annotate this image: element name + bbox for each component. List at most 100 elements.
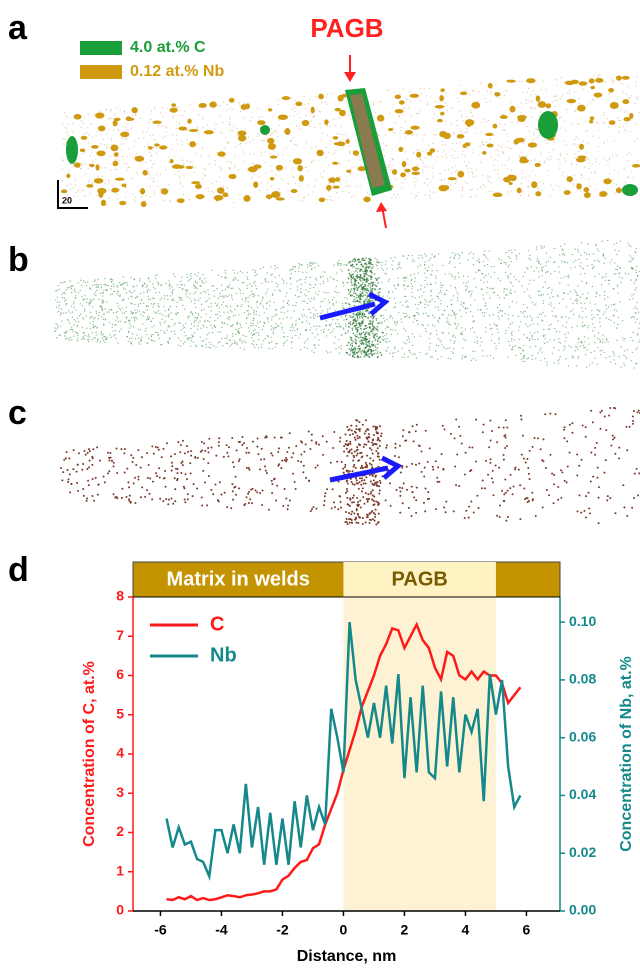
atom: [504, 298, 505, 299]
atom: [528, 283, 529, 284]
atom: [73, 290, 74, 291]
atom: [277, 325, 278, 326]
atom: [253, 320, 254, 321]
atom: [357, 300, 359, 302]
atom: [360, 280, 362, 282]
atom: [279, 318, 280, 319]
atom: [539, 291, 540, 292]
atom: [112, 279, 113, 280]
atom: [635, 322, 636, 323]
atom: [536, 246, 537, 247]
atom: [283, 283, 284, 284]
nb-cluster: [333, 186, 340, 189]
atom: [608, 283, 609, 284]
atom: [193, 341, 194, 342]
atom: [320, 173, 321, 174]
atom: [271, 133, 272, 134]
atom: [83, 332, 84, 333]
atom: [405, 178, 406, 179]
atom: [240, 293, 241, 294]
atom: [283, 336, 284, 337]
atom: [201, 281, 202, 282]
atom: [420, 159, 421, 160]
atom: [134, 320, 135, 321]
atom: [149, 317, 150, 318]
atom: [123, 283, 124, 284]
atom: [375, 264, 376, 265]
atom: [531, 317, 532, 318]
atom: [625, 356, 626, 357]
atom: [267, 182, 268, 183]
atom: [571, 104, 572, 105]
nb-cluster: [346, 170, 351, 173]
atom: [139, 138, 140, 139]
atom: [156, 152, 157, 153]
atom: [280, 312, 281, 313]
atom: [260, 459, 262, 461]
atom: [491, 156, 492, 157]
atom: [480, 309, 481, 310]
atom: [510, 292, 511, 293]
atom: [126, 307, 127, 308]
atom: [272, 295, 273, 296]
atom: [434, 113, 435, 114]
atom: [539, 314, 540, 315]
atom: [364, 285, 366, 287]
atom: [622, 337, 623, 338]
atom: [273, 329, 274, 330]
atom: [624, 350, 625, 351]
atom: [154, 303, 155, 304]
atom: [80, 303, 81, 304]
nb-cluster: [485, 133, 493, 136]
atom: [539, 161, 540, 162]
atom: [82, 153, 83, 154]
atom: [560, 155, 561, 156]
atom: [383, 270, 384, 271]
nb-cluster: [95, 164, 99, 170]
atom: [469, 253, 470, 254]
atom: [506, 90, 507, 91]
atom: [75, 320, 76, 321]
atom: [63, 312, 64, 313]
atom: [221, 304, 222, 305]
atom: [305, 295, 306, 296]
atom: [159, 306, 160, 307]
atom: [414, 281, 415, 282]
atom: [373, 329, 375, 331]
atom: [606, 339, 607, 340]
atom: [552, 149, 553, 150]
atom: [67, 131, 68, 132]
atom: [89, 303, 90, 304]
nb-cluster: [316, 150, 323, 157]
atom: [279, 119, 280, 120]
atom: [134, 304, 135, 305]
atom: [328, 164, 329, 165]
nb-cluster: [584, 192, 591, 198]
atom: [353, 313, 355, 315]
atom: [412, 135, 413, 136]
atom: [109, 322, 110, 323]
atom: [350, 152, 351, 153]
atom: [392, 148, 393, 149]
atom: [432, 175, 433, 176]
atom: [189, 199, 190, 200]
atom: [119, 331, 120, 332]
atom: [441, 141, 442, 142]
atom: [619, 277, 620, 278]
atom: [395, 179, 396, 180]
atom: [388, 327, 389, 328]
atom: [339, 140, 340, 141]
atom: [475, 132, 476, 133]
atom: [208, 191, 209, 192]
nb-cluster: [624, 117, 631, 121]
atom: [370, 316, 372, 318]
atom: [159, 338, 160, 339]
atom: [266, 308, 267, 309]
atom: [202, 178, 203, 179]
atom: [355, 140, 356, 141]
atom: [364, 289, 366, 291]
atom: [494, 343, 495, 344]
atom: [105, 319, 106, 320]
atom: [199, 114, 200, 115]
atom: [146, 132, 147, 133]
